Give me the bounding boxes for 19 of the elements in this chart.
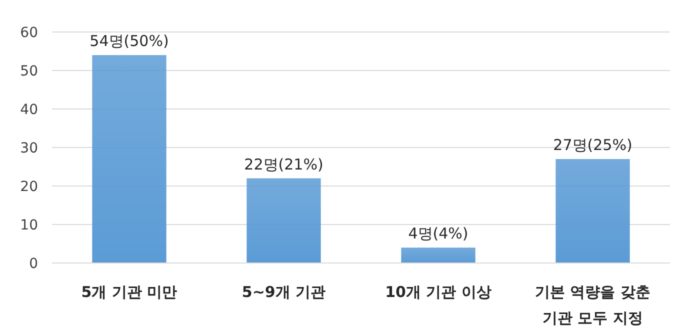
data-label: 27명(25%): [553, 136, 632, 154]
y-tick-label: 30: [20, 140, 38, 156]
y-tick-label: 20: [20, 179, 38, 195]
x-tick-label: 10개 기관 이상: [385, 283, 492, 301]
y-tick-label: 40: [20, 102, 38, 118]
x-tick-label: 기본 역량을 갖춘 기관 모두 지정: [535, 283, 650, 327]
y-tick-label: 50: [20, 64, 38, 80]
x-tick-label: 5~9개 기관: [242, 283, 326, 301]
x-tick-label: 5개 기관 미만: [81, 283, 178, 301]
data-label: 4명(4%): [408, 224, 468, 243]
bar: [401, 248, 476, 263]
y-tick-label: 0: [29, 256, 38, 272]
bar: [556, 159, 630, 263]
data-label: 22명(21%): [244, 155, 324, 174]
data-label: 54명(50%): [90, 32, 169, 50]
y-tick-label: 60: [20, 25, 38, 41]
bar: [92, 55, 166, 263]
y-tick-label: 10: [20, 218, 38, 234]
bar: [246, 178, 321, 263]
